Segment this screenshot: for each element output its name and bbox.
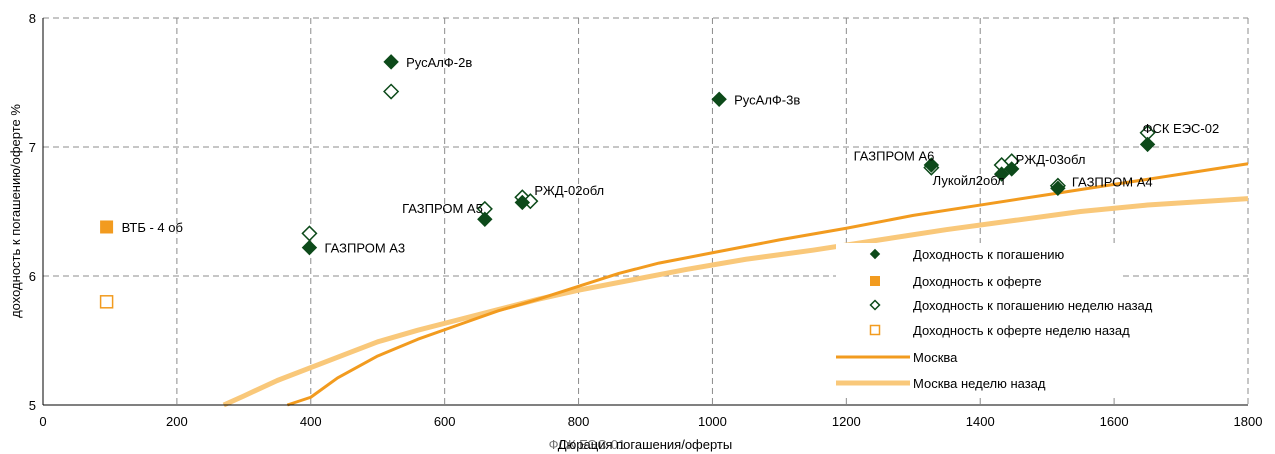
data-label: РусАлФ-3в xyxy=(734,92,800,107)
yield-point xyxy=(301,239,318,256)
yield-point xyxy=(993,166,1010,182)
x-tick-label: 1800 xyxy=(1234,414,1263,429)
y-tick-label: 5 xyxy=(29,398,36,413)
legend-symbol xyxy=(870,276,880,286)
yield-point xyxy=(477,211,493,227)
moscow-curves xyxy=(222,162,1249,408)
offer-yield-week-ago-point xyxy=(99,295,114,309)
x-tick-label: 600 xyxy=(434,414,456,429)
y-tick-label: 7 xyxy=(29,140,36,155)
x-tick-label: 0 xyxy=(39,414,46,429)
data-label: ГАЗПРОМ А4 xyxy=(1072,175,1153,190)
y-tick-labels: 5 6 7 8 xyxy=(29,11,36,413)
legend-label: Доходность к погашению xyxy=(913,247,1065,262)
x-axis-overlap-label: ФСК ЕЭС-01 xyxy=(549,437,626,452)
legend: Доходность к погашению Доходность к оферт… xyxy=(836,243,1153,398)
yield-point xyxy=(1003,161,1020,177)
x-tick-labels: 0 200 400 600 800 1000 1200 1400 1600 1800 xyxy=(39,414,1262,429)
offer-yield-point xyxy=(100,220,114,234)
data-label: Лукойл2обл xyxy=(933,173,1005,188)
data-markers xyxy=(99,54,1156,309)
data-labels: РусАлФ-2в РусАлФ-3в ГАЗПРОМ А3 ВТБ - 4 об ГА… xyxy=(122,55,1220,256)
legend-label: Доходность к оферте неделю назад xyxy=(913,323,1130,338)
legend-box xyxy=(836,243,1122,398)
x-tick-label: 200 xyxy=(166,414,188,429)
x-tick-label: 1600 xyxy=(1100,414,1129,429)
data-label: ГАЗПРОМ А6 xyxy=(854,149,935,164)
yield-week-ago-point xyxy=(383,83,400,100)
moscow-week-ago-curve xyxy=(222,196,1249,408)
yield-point xyxy=(514,194,531,211)
y-tick-label: 8 xyxy=(29,11,36,26)
legend-label: Доходность к оферте xyxy=(913,274,1042,289)
data-label: РЖД-02обл xyxy=(534,183,604,198)
x-tick-label: 1200 xyxy=(832,414,861,429)
yield-point xyxy=(383,54,399,70)
legend-symbol xyxy=(869,299,881,311)
legend-symbol xyxy=(869,248,881,260)
yield-point xyxy=(1139,136,1156,153)
legend-label: Доходность к погашению неделю назад xyxy=(913,298,1153,313)
legend-symbol xyxy=(869,324,881,336)
moscow-curve xyxy=(286,162,1249,407)
x-tick-label: 1400 xyxy=(966,414,995,429)
data-label: РЖД-03обл xyxy=(1016,152,1086,167)
yield-point xyxy=(923,157,940,173)
data-label: РусАлФ-2в xyxy=(406,55,472,70)
yield-point xyxy=(711,91,727,107)
legend-label: Москва неделю назад xyxy=(913,376,1046,391)
axes xyxy=(42,18,1248,406)
x-axis-title: Дюрация погашения/оферты xyxy=(558,437,732,452)
x-tick-label: 800 xyxy=(568,414,590,429)
data-label: ФСК ЕЭС-02 xyxy=(1143,121,1220,136)
x-tick-label: 400 xyxy=(300,414,322,429)
y-tick-label: 6 xyxy=(29,269,36,284)
legend-label: Москва xyxy=(913,350,958,365)
data-label: ВТБ - 4 об xyxy=(122,220,183,235)
data-label: ГАЗПРОМ А5 xyxy=(402,201,483,216)
y-axis-title: доходность к погашению/оферте % xyxy=(8,104,23,318)
yield-point xyxy=(1050,180,1066,196)
x-tick-label: 1000 xyxy=(698,414,727,429)
data-label: ГАЗПРОМ А3 xyxy=(324,241,405,256)
